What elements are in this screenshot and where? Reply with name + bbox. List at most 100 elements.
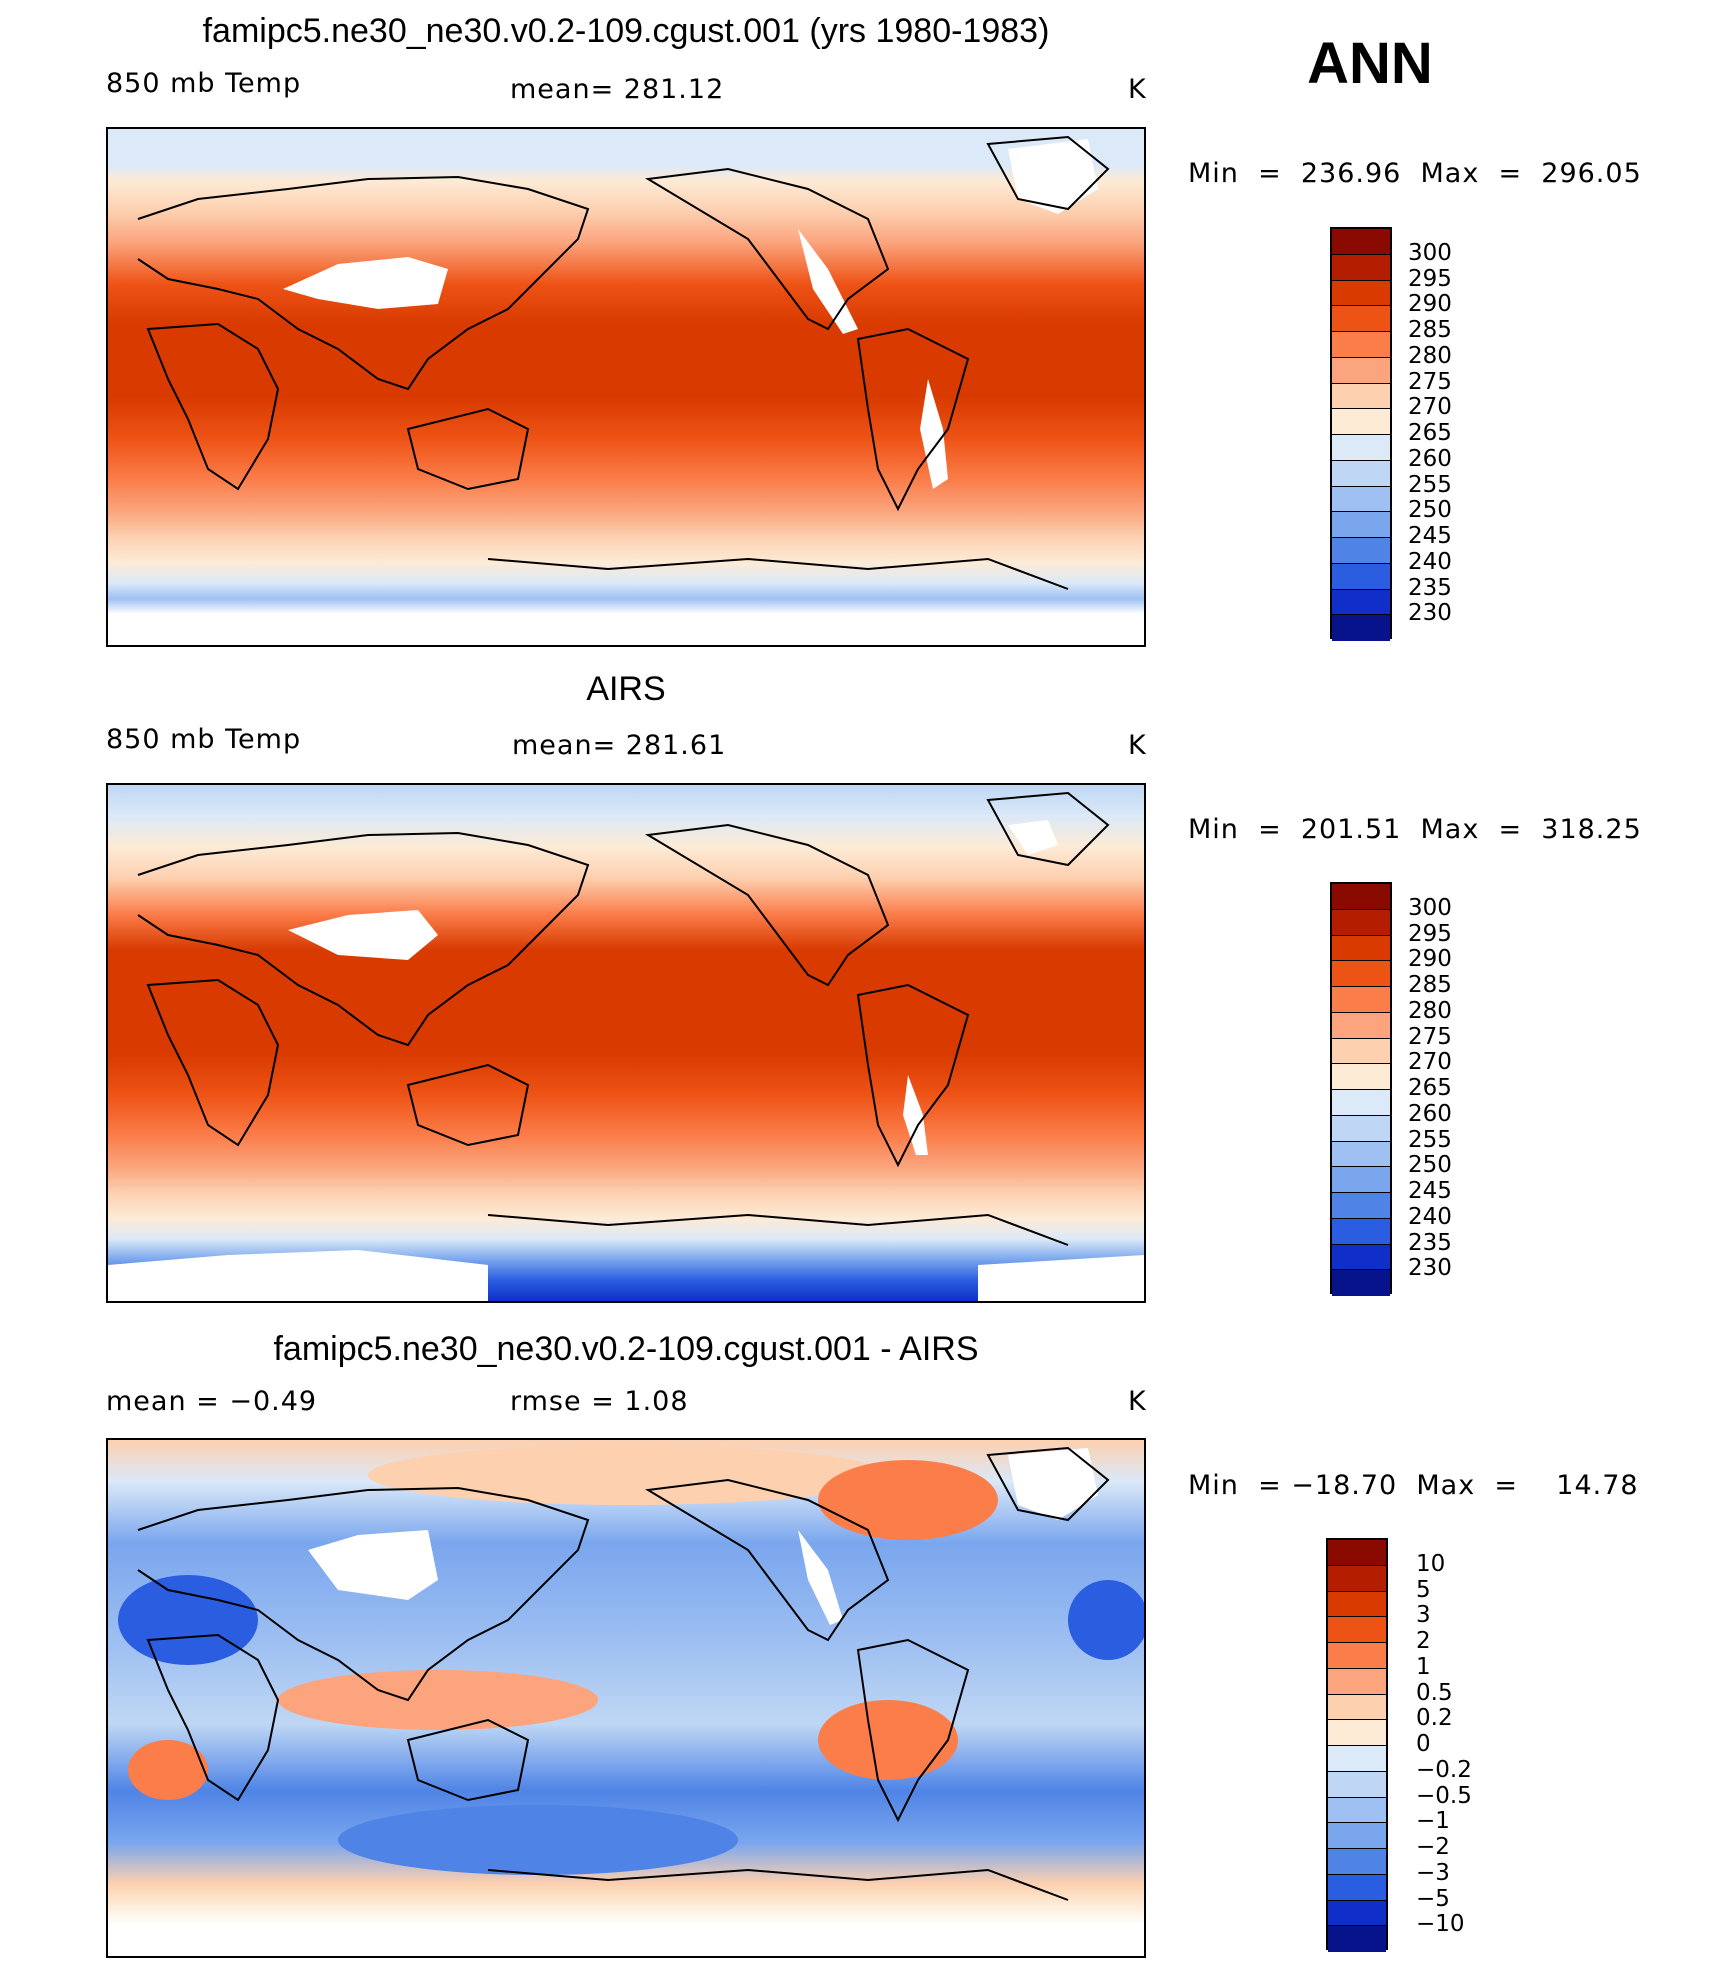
colorbar-3-tick-label: −2 [1416,1834,1450,1860]
panel-3-map [106,1438,1146,1958]
colorbar-2-swatch [1332,1064,1390,1090]
colorbar-2-tick-label: 265 [1408,1075,1452,1101]
colorbar-1-swatch [1332,615,1390,641]
colorbar-3-swatch [1328,1797,1386,1824]
colorbar-2-swatch [1332,1244,1390,1271]
colorbar-3-tick-label: −10 [1416,1911,1465,1938]
colorbar-3-swatch [1328,1746,1386,1772]
colorbar-3-tick-label: −0.5 [1416,1782,1472,1809]
panel-1-units-label: K [1128,74,1147,105]
panel-2-units-label: K [1128,730,1147,761]
colorbar-3-tick-label: 0.2 [1416,1705,1453,1732]
colorbar-1-swatch [1332,512,1390,538]
colorbar-1-swatch [1332,409,1390,435]
colorbar-1-tick-label: 280 [1408,342,1452,369]
panel-1-mean-label: mean= 281.12 [510,74,725,105]
colorbar-3-swatch [1328,1926,1386,1952]
panel-3-rmse-label: rmse = 1.08 [510,1386,689,1417]
colorbar-3-swatch [1328,1900,1386,1927]
colorbar-3-swatch [1328,1643,1386,1669]
colorbar-2-tick-label: 280 [1408,997,1452,1024]
panel-2-variable-label: 850 mb Temp [106,724,302,755]
panel-2-map [106,783,1146,1303]
colorbar-2-tick-label: 255 [1408,1126,1452,1153]
panel-3-map-svg [108,1440,1144,1956]
panel-3-minmax: Min = −18.70 Max = 14.78 [1188,1470,1639,1501]
colorbar-3-tick-label: 1 [1416,1653,1431,1680]
colorbar-1-swatch [1332,460,1390,487]
colorbar-2-tick-label: 275 [1408,1023,1452,1050]
colorbar-2-tick-label: 295 [1408,920,1452,947]
colorbar-3-tick-label: 10 [1416,1550,1446,1577]
colorbar-3-swatch [1328,1668,1386,1695]
panel-1-title: famipc5.ne30_ne30.v0.2-109.cgust.001 (yr… [202,12,1050,50]
colorbar-1-tick-label: 235 [1408,574,1452,601]
colorbar-2-swatch [1332,909,1390,936]
colorbar-2-swatch [1332,1270,1390,1296]
colorbar-1-tick-label: 250 [1408,497,1452,524]
colorbar-1-tick-label: 270 [1408,394,1452,421]
colorbar-2-tick-label: 285 [1408,972,1452,998]
colorbar-2-swatch [1332,1167,1390,1193]
colorbar-2-swatch [1332,961,1390,987]
panel-2-colorbar [1330,882,1392,1296]
panel-1-map-svg [108,129,1144,645]
colorbar-3-tick-label: −0.2 [1416,1756,1472,1783]
colorbar-2-tick-label: 250 [1408,1152,1452,1179]
colorbar-1-swatch [1332,357,1390,384]
colorbar-1-tick-label: 245 [1408,523,1452,549]
colorbar-1-tick-label: 290 [1408,291,1452,318]
colorbar-1-tick-label: 300 [1408,239,1452,266]
panel-2-map-svg [108,785,1144,1301]
colorbar-2-swatch [1332,1193,1390,1219]
colorbar-2-swatch [1332,884,1390,910]
colorbar-1-tick-label: 295 [1408,265,1452,292]
colorbar-2-swatch [1332,1038,1390,1065]
colorbar-1-swatch [1332,563,1390,590]
colorbar-1-tick-label: 255 [1408,471,1452,498]
panel-3-title: famipc5.ne30_ne30.v0.2-109.cgust.001 - A… [273,1330,979,1368]
colorbar-1-swatch [1332,229,1390,255]
panel-2-minmax: Min = 201.51 Max = 318.25 [1188,814,1642,845]
colorbar-3-tick-label: 0.5 [1416,1679,1453,1706]
colorbar-2-swatch [1332,987,1390,1013]
colorbar-2-tick-label: 270 [1408,1049,1452,1076]
colorbar-2-tick-label: 240 [1408,1203,1452,1230]
colorbar-1-tick-label: 275 [1408,368,1452,395]
colorbar-3-swatch [1328,1540,1386,1566]
panel-3-mean-label: mean = −0.49 [106,1386,318,1417]
panel-2-mean-label: mean= 281.61 [512,730,727,761]
colorbar-3-tick-label: 2 [1416,1628,1431,1654]
colorbar-3-swatch [1328,1771,1386,1798]
panel-1-minmax: Min = 236.96 Max = 296.05 [1188,158,1642,189]
season-label: ANN [1307,31,1433,96]
colorbar-3-tick-label: 3 [1416,1602,1431,1629]
colorbar-1-swatch [1332,306,1390,332]
colorbar-3-tick-label: 5 [1416,1576,1431,1603]
colorbar-3-swatch [1328,1617,1386,1643]
panel-2-title: AIRS [586,670,666,708]
colorbar-3-swatch [1328,1694,1386,1721]
colorbar-3-swatch [1328,1874,1386,1901]
colorbar-1-tick-label: 230 [1408,600,1452,627]
colorbar-1-swatch [1332,538,1390,564]
colorbar-2-swatch [1332,1090,1390,1116]
panel-1-colorbar [1330,227,1392,641]
colorbar-1-tick-label: 265 [1408,420,1452,446]
colorbar-1-tick-label: 240 [1408,548,1452,575]
panel-3-colorbar [1326,1538,1388,1952]
colorbar-3-swatch [1328,1720,1386,1746]
colorbar-2-swatch [1332,1218,1390,1245]
colorbar-2-tick-label: 290 [1408,946,1452,973]
colorbar-1-swatch [1332,332,1390,358]
colorbar-2-tick-label: 230 [1408,1255,1452,1282]
colorbar-3-swatch [1328,1823,1386,1849]
colorbar-1-swatch [1332,280,1390,307]
colorbar-2-tick-label: 300 [1408,894,1452,921]
panel-1-variable-label: 850 mb Temp [106,68,302,99]
colorbar-3-tick-label: 0 [1416,1731,1431,1757]
colorbar-2-swatch [1332,1115,1390,1142]
colorbar-2-swatch [1332,1012,1390,1039]
colorbar-1-tick-label: 260 [1408,445,1452,472]
colorbar-1-swatch [1332,589,1390,616]
